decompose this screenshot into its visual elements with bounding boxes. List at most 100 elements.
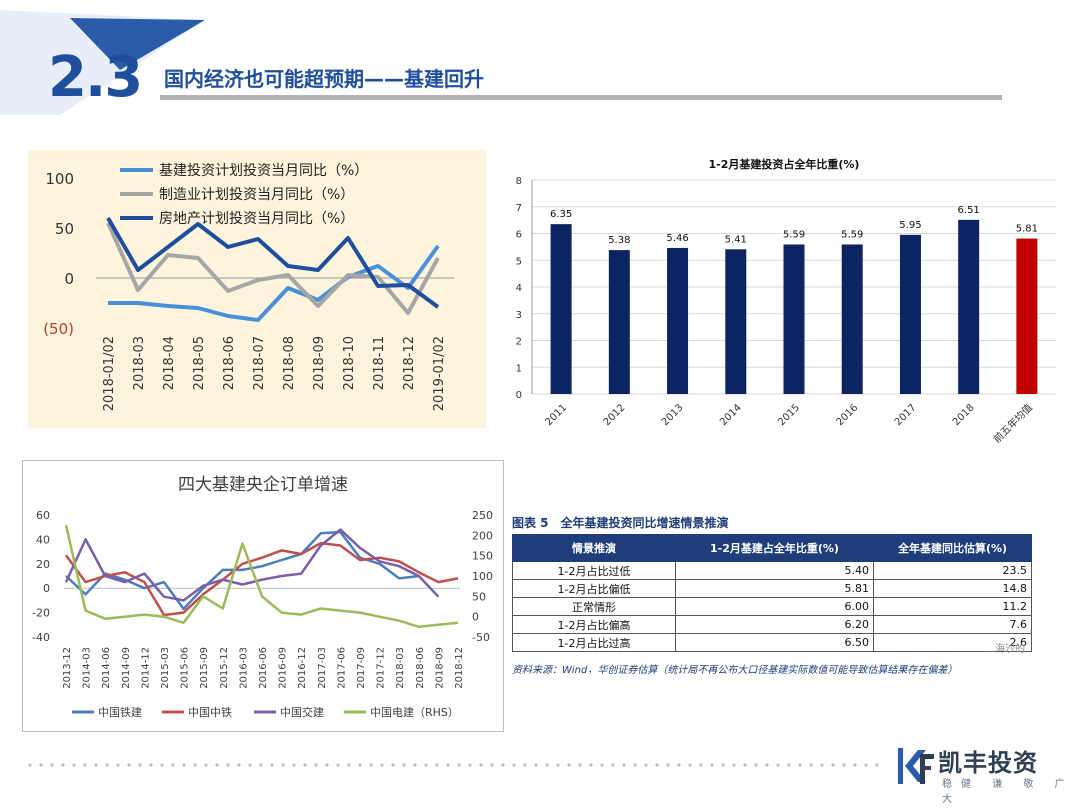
header-decoration: [0, 10, 205, 115]
legend-label: 基建投资计划投资当月同比（%）: [159, 162, 368, 179]
series-line: [64, 524, 459, 629]
legend-label: 中国中铁: [188, 706, 232, 719]
x-tick-label: 2018-09: [312, 336, 327, 390]
y-tick-label: 2: [516, 337, 522, 348]
x-tick-label: 2018-09: [434, 647, 445, 689]
series-line: [108, 244, 440, 322]
x-tick-label: 2013-12: [62, 647, 73, 689]
y-tick-label: 6: [516, 230, 522, 241]
y-tick-label-right: 100: [472, 570, 493, 583]
x-tick-label: 2017-12: [376, 647, 387, 689]
y-tick-label-left: 40: [36, 533, 50, 546]
scenario-table: 情景推演 1-2月基建占全年比重(%) 全年基建同比估算(%) 1-2月占比过低…: [512, 534, 1032, 652]
x-tick-label: 2015-09: [199, 647, 210, 689]
data-label: 5.46: [666, 233, 688, 244]
y-tick-label-left: -20: [32, 607, 50, 620]
chart-title: 四大基建央企订单增速: [178, 475, 348, 495]
table-cell: 1-2月占比过低: [512, 561, 676, 580]
series-line: [106, 222, 440, 315]
investment-yoy-chart: 100 50 0 (50) 2018-01/02 2018-03 2018-04 2018-0…: [43, 162, 454, 411]
y-tick-label-left: 20: [36, 558, 50, 571]
y-tick-label-left: 0: [43, 582, 50, 595]
table-header: 全年基建同比估算(%): [873, 534, 1032, 562]
y-tick-label: 4: [516, 283, 522, 294]
infra-share-bar-chart: 1-2月基建投资占全年比重(%) 0 1 2 3 4 5 6 7 8 6.35 2011 5.38 201…: [516, 157, 1056, 445]
y-tick-label: 0: [516, 390, 522, 401]
bar: [783, 244, 805, 394]
x-tick-label: 2018-03: [132, 336, 147, 390]
table-row: 正常情形 6.00 11.2: [512, 597, 1032, 616]
page-title: 国内经济也可能超预期——基建回升: [164, 67, 484, 91]
x-tick-label: 2017: [893, 402, 919, 428]
y-tick-label-right: 250: [472, 509, 493, 522]
y-tick-label: 0: [64, 270, 74, 288]
x-tick-label: 2018-06: [415, 647, 426, 689]
data-label: 5.41: [725, 234, 747, 245]
chart-title: 1-2月基建投资占全年比重(%): [709, 157, 860, 171]
y-tick-label: 7: [516, 203, 522, 214]
bar: [725, 249, 747, 394]
x-tick-label: 2016: [835, 402, 861, 428]
data-label: 5.59: [783, 229, 805, 240]
x-tick-label: 2018-10: [342, 336, 357, 390]
legend-label: 中国交建: [280, 705, 324, 719]
x-tick-label: 2019-01/02: [432, 336, 447, 411]
x-tick-label: 2014-06: [101, 647, 112, 689]
table-header: 1-2月基建占全年比重(%): [675, 534, 874, 562]
data-label: 6.51: [958, 205, 980, 216]
bar: [841, 244, 863, 394]
data-label: 5.38: [608, 235, 630, 246]
legend-label: 房地产计划投资当月同比（%）: [159, 211, 354, 227]
table-row: 1-2月占比偏高 6.20 7.6: [512, 615, 1032, 634]
table-cell: 11.2: [873, 597, 1032, 616]
x-tick-label: 2016-03: [238, 647, 249, 689]
bar: [958, 219, 980, 394]
x-tick-label: 2011: [543, 402, 569, 428]
series-line: [64, 541, 459, 617]
x-tick-label: 2014: [718, 402, 744, 428]
y-tick-label-right: 200: [472, 529, 493, 542]
y-tick-label-right: -50: [472, 631, 490, 644]
x-tick-label: 2016-12: [297, 647, 308, 689]
table-cell: 6.20: [675, 615, 874, 634]
x-tick-label: 2018-08: [282, 336, 297, 390]
x-tick-label: 2015-12: [219, 647, 230, 689]
y-tick-label: 100: [45, 170, 74, 188]
x-tick-label: 2018-11: [372, 336, 387, 390]
y-tick-label-left: -40: [32, 631, 50, 644]
y-tick-label: 50: [55, 220, 74, 238]
table-row: 1-2月占比过低 5.40 23.5: [512, 561, 1032, 580]
soe-orders-chart: 四大基建央企订单增速6040200-20-40250200150100500-5…: [22, 460, 504, 732]
bar: [1016, 238, 1038, 394]
table-cell: 1-2月占比偏低: [512, 579, 676, 598]
x-tick-label: 2018-03: [395, 647, 406, 689]
x-tick-label: 2017-03: [317, 647, 328, 689]
table-cell: 6.50: [675, 633, 874, 652]
x-tick-label: 2012: [602, 402, 628, 428]
x-tick-label: 2018-01/02: [102, 336, 117, 411]
y-tick-label-left: 60: [36, 509, 50, 522]
x-tick-label: 2014-03: [82, 647, 93, 689]
brand-slogan: 稳健 谦 敬 广 大: [942, 779, 1074, 805]
table-header: 情景推演: [512, 534, 676, 562]
source-note: 资料来源：Wind，华创证券估算（统计局不再公布大口径基建实际数值可能导致估算结…: [512, 665, 958, 676]
legend-label: 中国铁建: [98, 705, 142, 719]
table-cell: 6.00: [675, 597, 874, 616]
y-tick-label-right: 0: [472, 611, 479, 624]
series-line: [64, 528, 440, 602]
table-cell: 23.5: [873, 561, 1032, 580]
title-underline: [160, 95, 1002, 100]
brand-name: 凯丰投资: [938, 749, 1038, 777]
table-row: 1-2月占比偏低 5.81 14.8: [512, 579, 1032, 598]
x-tick-label: 2015: [776, 402, 802, 428]
x-tick-label: 2017-09: [356, 647, 367, 689]
bar: [550, 224, 572, 394]
table-cell: 1-2月占比过高: [512, 633, 676, 652]
legend-label: 制造业计划投资当月同比（%）: [159, 187, 354, 203]
table-cell: 2.6: [873, 633, 1032, 652]
x-tick-label: 2018-12: [402, 336, 417, 390]
series-line: [106, 217, 440, 309]
x-tick-label: 2018-07: [252, 336, 267, 390]
table-cell: 14.8: [873, 579, 1032, 598]
x-tick-label: 2014-12: [140, 647, 151, 689]
